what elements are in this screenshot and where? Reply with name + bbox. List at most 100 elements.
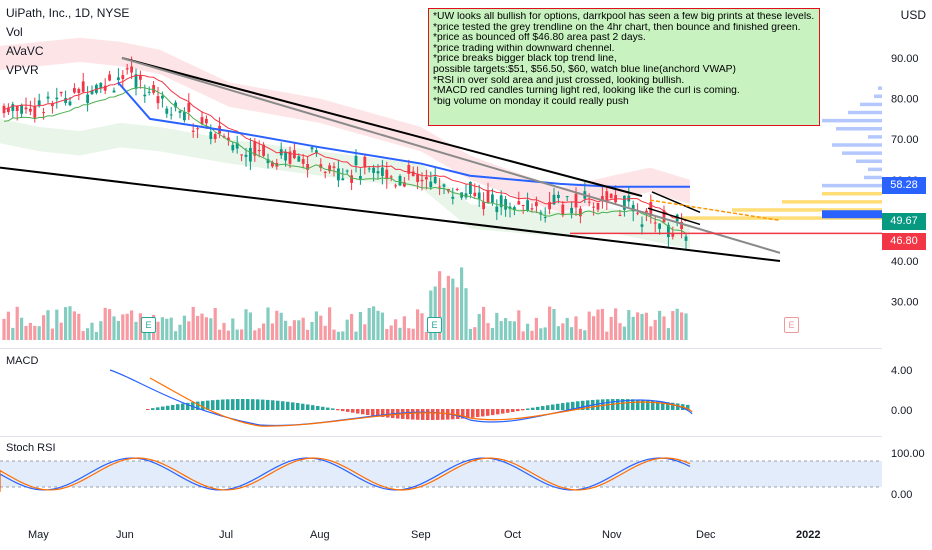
candle-body bbox=[645, 210, 648, 213]
macd-histogram-bar bbox=[566, 402, 570, 410]
volume-bar bbox=[28, 322, 32, 340]
candle-body bbox=[130, 66, 133, 73]
candle-body bbox=[548, 202, 551, 210]
volume-bar bbox=[407, 328, 411, 340]
candle-body bbox=[249, 147, 252, 162]
currency-label[interactable]: USD bbox=[900, 8, 926, 22]
macd-histogram-bar bbox=[666, 402, 670, 410]
volume-bar bbox=[671, 311, 675, 340]
macd-histogram-bar bbox=[371, 409, 375, 416]
volume-bar bbox=[618, 323, 622, 340]
candle-body bbox=[411, 171, 415, 176]
candle-body bbox=[557, 194, 560, 199]
candle-body bbox=[81, 81, 85, 92]
candle-body bbox=[530, 208, 534, 210]
volume-bar bbox=[112, 316, 116, 340]
note-line: *MACD red candles turning light red, loo… bbox=[433, 86, 740, 97]
price-axis-tick: 90.00 bbox=[891, 53, 919, 65]
volume-bar bbox=[543, 327, 547, 340]
vpvr-bar bbox=[782, 200, 882, 204]
macd-histogram-bar bbox=[271, 400, 275, 410]
macd-histogram-bar bbox=[541, 406, 545, 410]
macd-histogram-bar bbox=[231, 399, 235, 410]
note-line: *RSI in over sold area and just crossed,… bbox=[433, 75, 685, 86]
volume-bar bbox=[284, 320, 288, 340]
candle-body bbox=[367, 168, 371, 170]
volume-bar bbox=[495, 312, 499, 340]
volume-bar bbox=[482, 306, 486, 340]
volume-bar bbox=[398, 327, 402, 340]
candle-body bbox=[455, 189, 459, 191]
candle-body bbox=[297, 156, 301, 162]
trendline bbox=[121, 57, 781, 254]
vpvr-bar bbox=[878, 86, 882, 90]
note-line: *big volume on monday it could really pu… bbox=[433, 96, 629, 107]
volume-bar bbox=[636, 312, 640, 340]
annotation-note[interactable]: *UW looks all bullish for options, darrk… bbox=[428, 8, 820, 126]
note-line: *price breaks bigger black top trend lin… bbox=[433, 54, 617, 65]
macd-histogram-bar bbox=[321, 406, 325, 410]
macd-histogram-bar bbox=[186, 402, 190, 410]
macd-histogram-bar bbox=[636, 399, 640, 410]
volume-bar bbox=[143, 327, 147, 340]
candle-body bbox=[209, 131, 213, 139]
candle-body bbox=[205, 118, 208, 124]
volume-bar bbox=[11, 327, 15, 340]
candle-body bbox=[134, 74, 138, 89]
candle-body bbox=[227, 137, 230, 141]
indicator-avavc-label[interactable]: AVaVC bbox=[6, 44, 44, 58]
macd-histogram-bar bbox=[571, 401, 575, 410]
note-line: *UW looks all bullish for options, darrk… bbox=[433, 12, 815, 22]
macd-histogram-bar bbox=[461, 409, 465, 419]
volume-bar bbox=[196, 315, 200, 340]
candle-body bbox=[139, 75, 142, 80]
volume-bar bbox=[490, 327, 494, 340]
macd-histogram-bar bbox=[581, 400, 585, 410]
earnings-marker-icon[interactable]: E bbox=[427, 317, 442, 333]
macd-histogram-bar bbox=[546, 405, 550, 410]
candle-body bbox=[477, 192, 481, 199]
pane-separator bbox=[0, 436, 882, 437]
macd-histogram-bar bbox=[556, 403, 560, 410]
indicator-vpvr-label[interactable]: VPVR bbox=[6, 63, 39, 77]
macd-histogram-bar bbox=[261, 399, 265, 410]
volume-bar bbox=[33, 325, 37, 340]
earnings-marker-future-icon[interactable]: E bbox=[784, 317, 799, 333]
volume-bar bbox=[429, 290, 433, 340]
volume-bar bbox=[574, 316, 578, 340]
volume-bar bbox=[627, 310, 631, 340]
macd-histogram-bar bbox=[306, 404, 310, 410]
volume-bar bbox=[270, 323, 274, 340]
macd-histogram-bar bbox=[656, 401, 660, 410]
volume-bar bbox=[380, 312, 384, 340]
volume-bar bbox=[90, 322, 94, 340]
candle-body bbox=[350, 175, 353, 183]
volume-bar bbox=[279, 312, 283, 340]
volume-bar bbox=[59, 322, 63, 340]
volume-bar bbox=[103, 307, 107, 340]
candle-body bbox=[469, 181, 472, 194]
volume-bar bbox=[275, 310, 279, 340]
macd-histogram-bar bbox=[621, 399, 625, 410]
volume-bar bbox=[116, 321, 120, 340]
volume-bar bbox=[468, 329, 472, 340]
candle-body bbox=[319, 164, 323, 168]
candle-body bbox=[486, 190, 490, 203]
macd-histogram-bar bbox=[481, 409, 485, 417]
candle-body bbox=[147, 91, 151, 93]
vpvr-bar bbox=[864, 175, 882, 180]
vpvr-bar bbox=[822, 118, 882, 123]
macd-histogram-bar bbox=[441, 409, 445, 420]
stoch-axis-tick: 0.00 bbox=[891, 489, 912, 501]
candle-body bbox=[442, 184, 446, 187]
macd-histogram-bar bbox=[686, 404, 690, 410]
volume-bar bbox=[649, 326, 653, 340]
volume-bar bbox=[600, 308, 604, 340]
volume-bar bbox=[130, 310, 134, 340]
earnings-marker-icon[interactable]: E bbox=[141, 317, 156, 333]
candle-body bbox=[376, 171, 380, 174]
volume-bar bbox=[420, 313, 424, 340]
macd-histogram-bar bbox=[521, 409, 525, 411]
indicator-vol-label[interactable]: Vol bbox=[6, 25, 23, 39]
volume-bar bbox=[50, 328, 54, 340]
